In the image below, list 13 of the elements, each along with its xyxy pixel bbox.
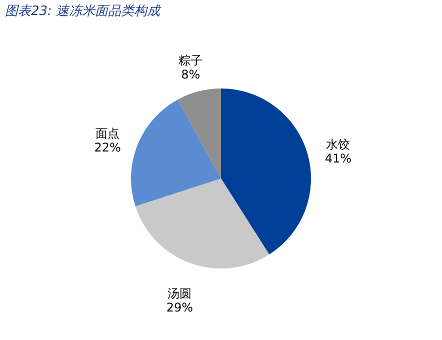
pie-slice bbox=[131, 100, 221, 206]
pie-slice bbox=[178, 88, 221, 178]
pie-slice bbox=[135, 178, 270, 268]
slice-label: 粽子 bbox=[178, 53, 203, 68]
slice-label: 汤圆 bbox=[168, 286, 192, 300]
data-label: 8% bbox=[181, 67, 200, 82]
slice-label: 水饺 bbox=[326, 137, 350, 152]
slice-label: 面点 bbox=[96, 126, 120, 141]
pie-slice bbox=[221, 88, 311, 254]
data-label: 22% bbox=[94, 140, 121, 155]
chart-title: 图表23: 速冻米面品类构成 bbox=[5, 4, 162, 19]
data-label: 41% bbox=[324, 151, 352, 166]
data-label: 29% bbox=[166, 300, 194, 314]
